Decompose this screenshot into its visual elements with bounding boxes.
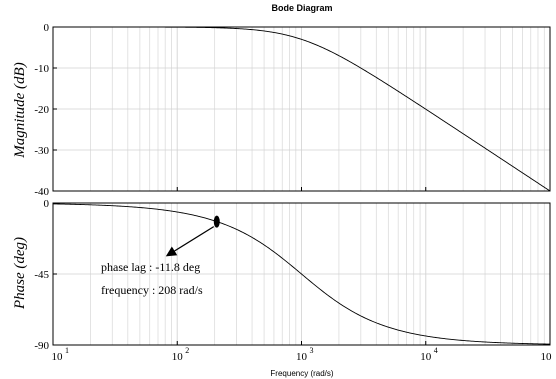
x-axis-label: Frequency (rad/s) bbox=[270, 369, 333, 378]
x-tick-exponent: 3 bbox=[310, 346, 314, 355]
magnitude-panel: 0 -10 -20 -30 -40 Magnitude (dB) bbox=[12, 22, 551, 198]
magnitude-grid bbox=[53, 27, 550, 191]
annotation-phase-lag: phase lag : -11.8 deg bbox=[101, 260, 200, 274]
y-tick-label: -40 bbox=[34, 186, 49, 198]
y-tick-label: -90 bbox=[34, 340, 49, 352]
x-tick-label: 10 bbox=[420, 351, 432, 363]
phase-grid bbox=[53, 203, 550, 345]
x-tick-exponent: 1 bbox=[65, 346, 69, 355]
x-tick-exponent: 2 bbox=[185, 346, 189, 355]
y-tick-label: -20 bbox=[34, 104, 49, 116]
phase-ylabel: Phase (deg) bbox=[12, 237, 28, 310]
x-tick-exponent: 4 bbox=[434, 346, 438, 355]
magnitude-y-ticks: 0 -10 -20 -30 -40 bbox=[34, 22, 57, 198]
annotation-frequency: frequency : 208 rad/s bbox=[101, 283, 203, 297]
annotation-marker bbox=[213, 215, 220, 228]
chart-title: Bode Diagram bbox=[271, 3, 332, 13]
phase-y-ticks: 0 -45 -90 bbox=[34, 198, 57, 352]
y-tick-label: -30 bbox=[34, 145, 49, 157]
magnitude-curve bbox=[53, 26, 551, 192]
x-tick-label: 10 bbox=[172, 351, 184, 363]
y-tick-label: -45 bbox=[34, 269, 49, 281]
magnitude-ylabel: Magnitude (dB) bbox=[12, 62, 28, 158]
y-tick-label: 0 bbox=[44, 198, 50, 210]
x-tick-label: 10 bbox=[296, 351, 308, 363]
x-tick-label: 10 bbox=[541, 351, 553, 363]
annotation-arrow bbox=[165, 226, 215, 257]
phase-curve bbox=[52, 203, 551, 345]
y-tick-label: 0 bbox=[44, 22, 50, 34]
phase-panel: 0 -45 -90 Phase (deg) phase lag : -11.8 de… bbox=[12, 198, 551, 352]
x-tick-label: 10 bbox=[52, 351, 64, 363]
y-tick-label: -10 bbox=[34, 63, 49, 75]
